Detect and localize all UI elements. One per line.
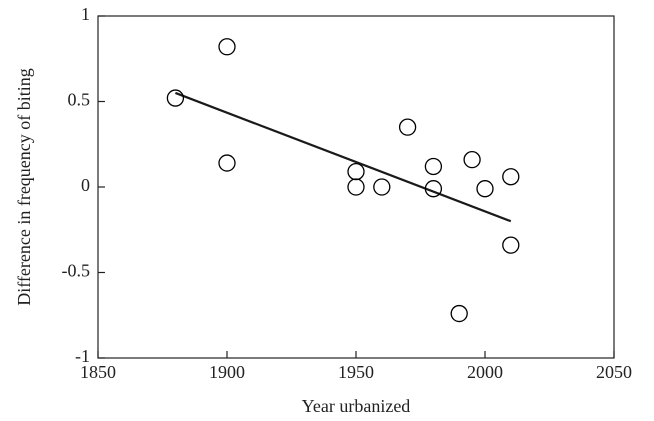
y-tick-label: -0.5 — [62, 261, 91, 281]
y-tick-label: -1 — [75, 346, 90, 366]
x-axis-label: Year urbanized — [302, 396, 411, 416]
scatter-point — [347, 178, 365, 196]
scatter-point — [398, 118, 417, 136]
scatter-point — [218, 38, 236, 56]
scatter-point — [476, 180, 494, 198]
scatter-point — [373, 178, 391, 196]
x-tick-label: 2050 — [596, 362, 632, 382]
x-tick-label: 1900 — [209, 362, 245, 382]
scatter-point — [347, 162, 365, 181]
scatter-point — [502, 168, 520, 186]
y-tick-label: 0 — [81, 175, 90, 195]
scatter-point — [450, 304, 468, 323]
x-tick-label: 1950 — [338, 362, 374, 382]
scatter-point — [463, 150, 481, 169]
scatter-point — [166, 89, 185, 107]
plot-frame — [97, 15, 615, 359]
scatter-point — [502, 236, 520, 254]
scatter-point — [424, 157, 443, 176]
y-tick-label: 1 — [81, 4, 90, 24]
trend-line — [175, 91, 512, 223]
y-tick-label: 0.5 — [68, 90, 91, 110]
scatter-point — [424, 180, 443, 198]
y-axis-label: Difference in frequency of biting — [14, 68, 34, 306]
x-tick-label: 2000 — [467, 362, 503, 382]
x-tick-label: 1850 — [80, 362, 116, 382]
scatter-point — [218, 154, 236, 172]
